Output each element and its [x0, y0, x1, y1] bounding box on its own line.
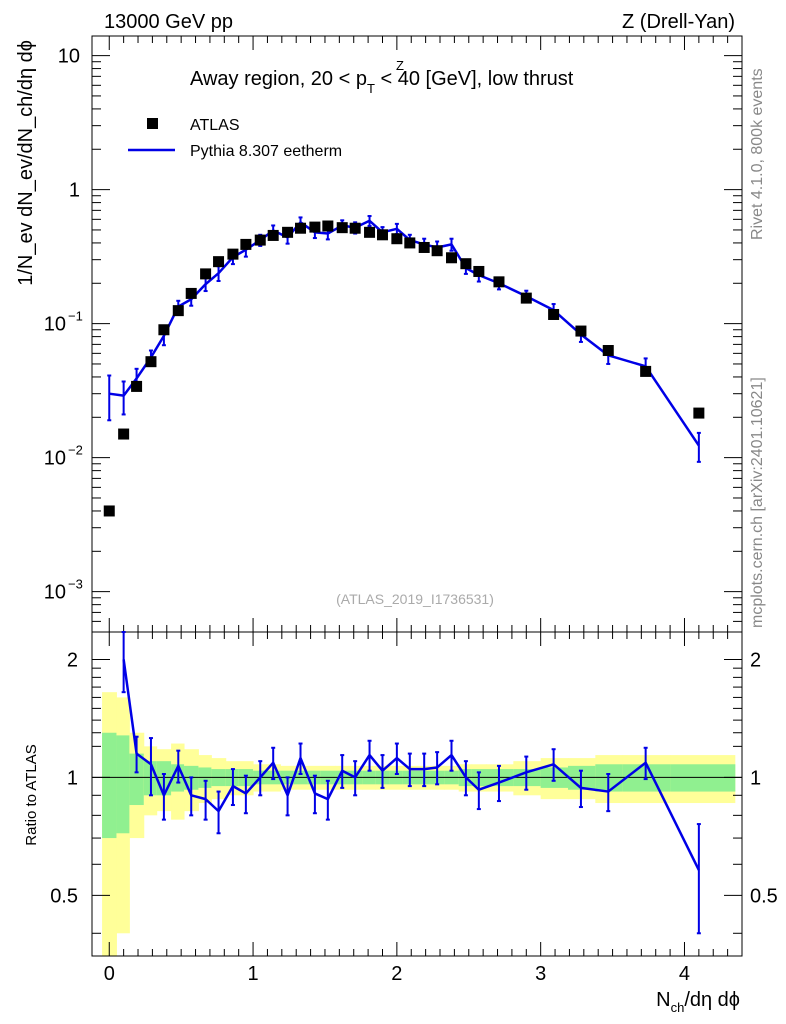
band-inner: [129, 753, 145, 806]
data-point: [254, 234, 266, 246]
y-tick-exponent: −1: [68, 309, 83, 324]
y-ratio-axis-ticks: 2 2 1 1 0.5 0.5: [50, 649, 778, 934]
y-tick-exponent: −2: [68, 443, 83, 458]
data-point: [575, 325, 587, 337]
analysis-id: (ATLAS_2019_I1736531): [336, 591, 494, 607]
legend-mc-label: Pythia 8.307 eetherm: [190, 143, 342, 160]
data-point: [103, 505, 115, 517]
x-tick-label: 2: [391, 963, 402, 985]
data-point: [267, 229, 279, 241]
ratio-mc-line: [122, 659, 700, 871]
ratio-bands: [102, 692, 736, 956]
side-mcplots-label: mcplots.cern.ch [arXiv:2401.10621]: [749, 377, 766, 628]
title-suffix: < 40 [GeV], low thrust: [375, 68, 574, 90]
data-point: [493, 276, 505, 288]
data-point: [431, 245, 443, 257]
mc-series-ratio: [121, 631, 701, 935]
data-point: [349, 222, 361, 234]
data-point: [548, 308, 560, 320]
header-left: 13000 GeV pp: [104, 11, 233, 33]
data-point: [376, 229, 388, 241]
data-point: [640, 365, 652, 377]
data-series-main: [103, 220, 705, 517]
title-prefix: Away region, 20 < p: [190, 68, 367, 90]
mc-series-main: [107, 215, 701, 463]
y-tick-label: 10: [44, 582, 66, 604]
y-tick-label: 10: [44, 314, 66, 336]
data-point: [158, 324, 170, 336]
legend-data-marker: [147, 118, 158, 129]
x-tick-label: 4: [679, 963, 690, 985]
x-tick-label: 3: [535, 963, 546, 985]
y-tick-label: 10: [58, 46, 80, 68]
x-tick-label: 0: [104, 963, 115, 985]
mc-line: [109, 219, 700, 447]
band-inner: [670, 764, 736, 792]
y-tick-label: 10: [44, 448, 66, 470]
title-sup: Z: [396, 58, 404, 73]
data-point: [404, 237, 416, 249]
data-point: [364, 226, 376, 238]
data-point: [131, 380, 143, 392]
x-tick-label: 1: [247, 963, 258, 985]
ratio-tick-label-right: 1: [750, 767, 761, 789]
ratio-tick-label-right: 2: [750, 649, 761, 671]
data-point: [227, 248, 239, 260]
x-axis-ticks: 0 1 2 3 4: [104, 36, 743, 985]
x-axis-label-rest: /dη dϕ: [684, 989, 740, 1011]
data-point: [460, 258, 472, 270]
data-point: [446, 252, 458, 264]
data-point: [200, 268, 212, 280]
x-axis-label-sub: ch: [671, 1000, 685, 1015]
ratio-tick-label-right: 0.5: [750, 885, 778, 907]
ratio-tick-label-left: 1: [67, 767, 78, 789]
y-axis-label-main: 1/N_ev dN_ev/dN_ch/dη dϕ: [15, 40, 37, 286]
x-axis-label-main: N: [656, 989, 670, 1011]
band-inner: [102, 732, 117, 839]
data-point: [336, 222, 348, 234]
ratio-tick-label-left: 0.5: [50, 885, 78, 907]
data-point: [118, 428, 130, 440]
data-point: [602, 345, 614, 357]
plot-title: Away region, 20 < pT < 40 [GeV], low thr…: [190, 68, 574, 96]
legend-data-label: ATLAS: [190, 117, 240, 134]
ratio-tick-label-left: 2: [67, 649, 78, 671]
data-point: [391, 233, 403, 245]
side-rivet-label: Rivet 4.1.0, 800k events: [749, 68, 766, 240]
data-point: [520, 292, 532, 304]
y-tick-exponent: −3: [68, 577, 83, 592]
data-point: [309, 221, 321, 233]
data-point: [418, 241, 430, 253]
data-point: [240, 238, 252, 250]
data-point: [295, 222, 307, 234]
data-point: [172, 305, 184, 317]
title-sub: T: [367, 81, 375, 96]
data-point: [322, 220, 334, 232]
ratio-panel-frame: [91, 631, 743, 957]
data-point: [185, 287, 197, 299]
header-right: Z (Drell-Yan): [622, 11, 735, 33]
data-point: [282, 226, 294, 238]
y-axis-label-ratio: Ratio to ATLAS: [23, 744, 40, 845]
y-tick-label: 1: [69, 180, 80, 202]
x-axis-label: Nch/dη dϕ: [656, 989, 740, 1015]
data-point: [145, 356, 157, 368]
data-point: [693, 407, 705, 419]
data-point: [213, 256, 225, 268]
band-inner: [116, 735, 130, 834]
data-point: [473, 265, 485, 277]
